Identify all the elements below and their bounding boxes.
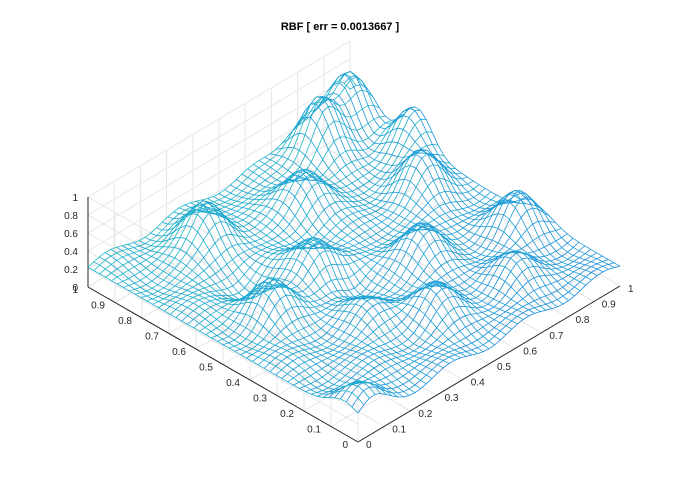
- x-tick-label: 0: [366, 440, 372, 451]
- wall-grid-line: [87, 76, 351, 234]
- surface-mesh-line: [104, 252, 376, 395]
- axes-lines: [87, 197, 621, 443]
- z-tick-label: 0: [72, 283, 78, 294]
- y-axis-line: [87, 286, 359, 443]
- surface-mesh-line: [196, 200, 467, 357]
- floor-grid-line: [114, 146, 378, 303]
- x-tick-label: 0.5: [497, 362, 511, 373]
- surface-mesh-line: [156, 213, 427, 385]
- z-tick-label: 0.8: [64, 211, 78, 222]
- surface-mesh-line: [281, 132, 552, 310]
- wall-grid-line: [87, 250, 359, 407]
- surface-mesh-line: [213, 196, 484, 352]
- surface-mesh-line: [247, 168, 518, 325]
- surface-mesh-line: [292, 103, 564, 305]
- x-tick-label: 0.2: [418, 409, 432, 420]
- wall-grid-line: [87, 268, 359, 425]
- surface-mesh-line: [332, 73, 604, 273]
- tick-labels: 00.10.20.30.40.50.60.70.80.9100.10.20.30…: [64, 193, 634, 451]
- surface-mesh-line: [173, 202, 444, 369]
- x-tick-label: 0.3: [445, 393, 459, 404]
- floor-grid-line: [168, 177, 432, 334]
- surface-mesh-line: [121, 245, 393, 397]
- x-axis-line: [357, 285, 621, 443]
- surface-mesh-line: [184, 204, 455, 361]
- y-tick-label: 0: [342, 440, 348, 451]
- y-tick-label: 1: [72, 285, 78, 296]
- surface-mesh-line: [270, 153, 541, 312]
- surface-mesh-line: [298, 96, 569, 301]
- x-tick-label: 0.7: [549, 331, 563, 342]
- y-tick-label: 0.8: [118, 316, 132, 327]
- z-tick-label: 0.6: [64, 229, 78, 240]
- wall-grid-line: [87, 214, 359, 371]
- surface-mesh-line: [127, 243, 399, 398]
- y-tick-label: 0.9: [91, 301, 105, 312]
- surface-mesh-line: [110, 249, 382, 394]
- surface-mesh-line: [338, 70, 609, 270]
- surface-mesh-line: [201, 199, 473, 356]
- z-tick-label: 1: [72, 193, 78, 204]
- chart-title: RBF [ err = 0.0013667 ]: [281, 21, 400, 33]
- surface-mesh: [87, 70, 621, 414]
- z-tick-label: 0.2: [64, 265, 78, 276]
- surface-mesh-line: [264, 156, 535, 314]
- surface-mesh-line: [150, 225, 421, 390]
- surface-mesh-line: [315, 99, 586, 286]
- surface-mesh-line: [207, 198, 478, 354]
- y-tick-label: 0.2: [280, 409, 294, 420]
- surface-mesh-line: [349, 84, 621, 267]
- surface-mesh-line: [87, 266, 359, 414]
- surface-mesh-line: [167, 200, 438, 374]
- wall-grid-line: [87, 58, 351, 216]
- surface-mesh-line: [230, 184, 501, 341]
- surface-mesh-line: [344, 75, 615, 268]
- surface-mesh-line: [241, 171, 512, 330]
- y-tick-label: 0.5: [199, 363, 213, 374]
- y-tick-label: 0.3: [253, 394, 267, 405]
- wall-grid-line: [87, 94, 351, 252]
- surface-mesh-line: [116, 246, 387, 395]
- surface-mesh-line: [321, 92, 592, 281]
- surface-mesh-line: [304, 95, 575, 297]
- x-tick-label: 0.8: [576, 315, 590, 326]
- surface-mesh-line: [139, 240, 410, 396]
- x-tick-label: 0.4: [471, 378, 485, 389]
- surface-mesh-line: [309, 98, 581, 292]
- x-tick-label: 0.6: [523, 346, 537, 357]
- x-tick-label: 0.9: [602, 300, 616, 311]
- y-tick-label: 0.7: [145, 332, 159, 343]
- wall-grid-line: [87, 40, 351, 198]
- y-tick-label: 0.4: [226, 378, 240, 389]
- surface-mesh-line: [161, 204, 433, 379]
- y-tick-label: 0.6: [172, 347, 186, 358]
- surface-mesh-line: [93, 261, 365, 406]
- surface-mesh-line: [218, 193, 490, 350]
- surface-mesh-line: [144, 236, 416, 393]
- surface-mesh-line: [253, 164, 524, 320]
- floor-grid-line: [271, 177, 542, 334]
- wall-grid-line: [87, 196, 359, 353]
- z-tick-label: 0.4: [64, 247, 78, 258]
- surface-mesh-line: [224, 189, 495, 346]
- x-tick-label: 1: [628, 284, 634, 295]
- x-tick-label: 0.1: [392, 424, 406, 435]
- floor-grid-line: [297, 161, 568, 318]
- y-tick-label: 0.1: [307, 425, 321, 436]
- surface-mesh-line: [275, 147, 547, 311]
- surface-mesh-line: [326, 82, 598, 276]
- surface-mesh-line: [99, 256, 370, 399]
- surface-mesh-line: [190, 202, 461, 359]
